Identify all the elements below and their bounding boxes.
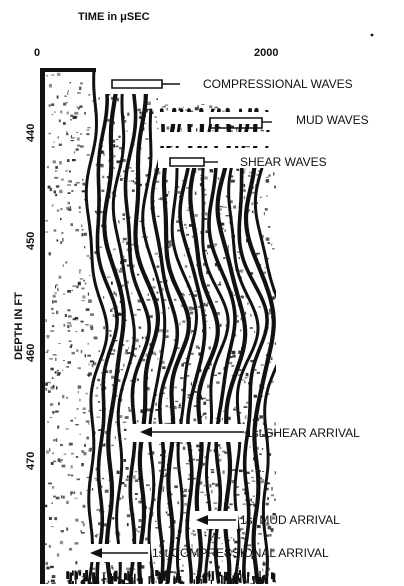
log-left-border	[40, 68, 45, 584]
label-first-shear-arrival: 1st SHEAR ARRIVAL	[246, 426, 360, 440]
depth-tick-470: 470	[25, 452, 37, 470]
log-wave-traces	[66, 69, 276, 584]
time-axis-max-label: 2000	[254, 47, 278, 59]
label-compressional-waves: COMPRESSIONAL WAVES	[203, 77, 353, 91]
depth-axis-title: DEPTH IN FT	[13, 292, 25, 360]
time-axis-title: TIME in μSEC	[78, 11, 150, 23]
arrival-arrows	[82, 424, 244, 562]
depth-tick-450: 450	[25, 232, 37, 250]
speck-dot	[370, 33, 374, 37]
depth-tick-460: 460	[25, 344, 37, 362]
time-axis-min-label: 0	[34, 47, 40, 59]
top-label-strip	[96, 68, 276, 168]
label-shear-waves: SHEAR WAVES	[240, 155, 327, 169]
depth-tick-440: 440	[25, 124, 37, 142]
label-first-mud-arrival: 1st MUD ARRIVAL	[240, 513, 340, 527]
label-mud-waves: MUD WAVES	[296, 113, 369, 127]
label-first-compressional-arrival: 1st COMPRESSIONAL ARRIVAL	[152, 546, 329, 560]
